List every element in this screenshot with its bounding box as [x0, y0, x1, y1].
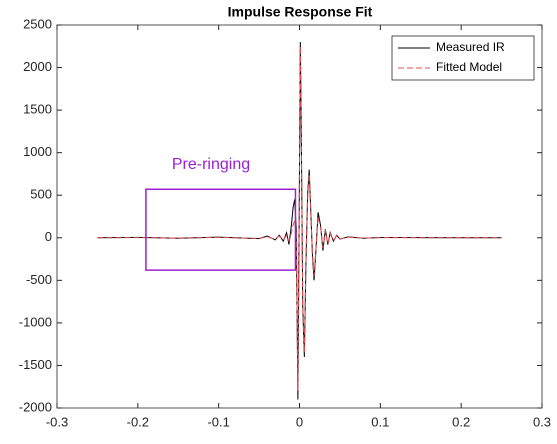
- x-tick-label: -0.2: [127, 414, 149, 429]
- y-tick-label: 1500: [23, 102, 52, 117]
- legend-label: Measured IR: [436, 40, 505, 54]
- chart-title: Impulse Response Fit: [228, 4, 373, 20]
- y-tick-label: -2000: [19, 399, 52, 414]
- data-line: [97, 46, 502, 391]
- legend: Measured IR Fitted Model: [391, 35, 535, 81]
- y-tick-label: -1000: [19, 314, 52, 329]
- y-tick-label: 2500: [23, 16, 52, 31]
- y-tick-label: 0: [45, 229, 52, 244]
- y-tick-label: -1500: [19, 357, 52, 372]
- annotation-text: Pre-ringing: [172, 156, 250, 173]
- x-tick-label: 0.1: [371, 414, 389, 429]
- y-tick-label: 2000: [23, 59, 52, 74]
- x-tick-label: 0.2: [452, 414, 470, 429]
- y-tick-label: -500: [26, 272, 52, 287]
- legend-label: Fitted Model: [436, 60, 502, 74]
- annotation-box: [145, 188, 297, 271]
- x-tick-label: 0: [296, 414, 303, 429]
- y-tick-label: 1000: [23, 144, 52, 159]
- legend-box: [391, 35, 535, 81]
- x-tick-label: -0.1: [207, 414, 229, 429]
- y-tick-label: 500: [30, 187, 52, 202]
- x-tick-label: -0.3: [46, 414, 68, 429]
- x-tick-label: 0.3: [533, 414, 551, 429]
